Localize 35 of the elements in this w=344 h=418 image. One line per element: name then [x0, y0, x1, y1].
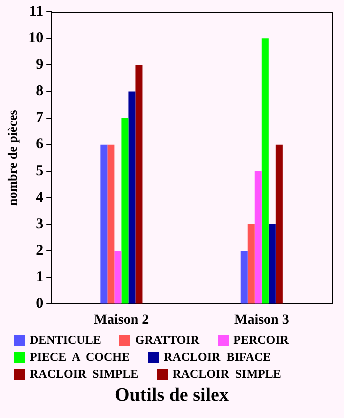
y-tick-label: 2	[36, 242, 44, 259]
y-tick-label: 0	[36, 296, 44, 312]
y-tick-label: 5	[36, 163, 44, 180]
x-tick-label: Maison 3	[234, 313, 290, 328]
bar	[136, 65, 143, 304]
y-tick-label: 11	[29, 4, 44, 20]
y-tick-label: 1	[36, 270, 44, 286]
x-axis-title: Outils de silex	[114, 385, 230, 407]
y-tick-label: 4	[36, 190, 44, 206]
legend-label: RACLOIR BIFACE	[163, 349, 272, 366]
legend-label: GRATTOIR	[134, 332, 200, 349]
y-tick-label: 9	[36, 57, 44, 73]
bar	[108, 144, 115, 304]
bar	[262, 38, 269, 304]
legend-label: RACLOIR SIMPLE	[172, 366, 282, 383]
bar	[240, 251, 248, 304]
legend-label: PERCOIR	[232, 332, 289, 349]
bar	[248, 224, 255, 304]
y-tick-label: 8	[36, 84, 44, 100]
y-tick-label: 3	[36, 216, 44, 232]
bar	[254, 171, 262, 304]
bar	[114, 251, 122, 304]
y-axis-title: nombre de pièces	[5, 110, 20, 206]
legend-label: RACLOIR SIMPLE	[29, 366, 139, 383]
legend-label: PIECE A COCHE	[29, 349, 130, 366]
bar	[128, 92, 136, 304]
y-tick-label: 6	[36, 136, 44, 153]
bar	[122, 118, 129, 304]
y-tick-label: 7	[36, 110, 44, 126]
bar	[276, 144, 283, 304]
bar	[100, 144, 108, 304]
legend-label: DENTICULE	[29, 332, 102, 349]
y-tick-label: 10	[28, 30, 44, 46]
bar	[268, 224, 276, 304]
x-tick-label: Maison 2	[94, 313, 150, 328]
